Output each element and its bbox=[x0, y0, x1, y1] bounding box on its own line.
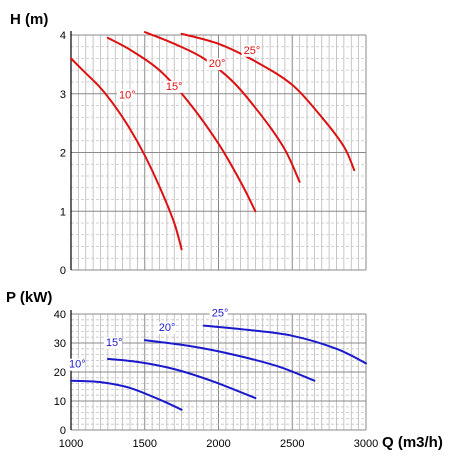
labels: 0 1 2 3 4 H (m) 10° 15° 20° 25° 0 10 20 30 40P (kW) 100… bbox=[6, 11, 443, 451]
power-curve-25deg bbox=[202, 324, 367, 365]
power-y-tick-label: 20 bbox=[54, 367, 66, 379]
head-y-tick-label: 0 bbox=[60, 265, 66, 277]
x-axis-title: Q (m3/h) bbox=[382, 434, 443, 451]
head-curve-20deg bbox=[143, 31, 301, 183]
power-curve-20deg bbox=[143, 339, 316, 382]
head-y-tick-label: 3 bbox=[60, 89, 66, 101]
head-curve-25deg bbox=[180, 32, 356, 172]
power-curve-label: 20° bbox=[159, 322, 176, 334]
head-curve-label: 15° bbox=[166, 81, 183, 93]
x-tick-label: 1500 bbox=[133, 438, 157, 450]
power-curve-15deg bbox=[106, 357, 257, 400]
x-tick-label: 3000 bbox=[354, 438, 378, 450]
curves bbox=[70, 31, 367, 411]
head-curve-label: 25° bbox=[244, 45, 261, 57]
head-curve-10deg bbox=[70, 57, 183, 251]
head-curve-15deg bbox=[106, 36, 257, 213]
head-curve-label-bg bbox=[163, 80, 182, 93]
power-y-tick-label: 40 bbox=[54, 309, 66, 321]
x-tick-label: 2000 bbox=[206, 438, 230, 450]
head-y-tick-label: 4 bbox=[60, 30, 66, 42]
power-curve-label-bg bbox=[209, 307, 228, 320]
power-curve-label: 15° bbox=[106, 337, 123, 349]
power-y-tick-label: 10 bbox=[54, 396, 66, 408]
power-curve-label: 10° bbox=[69, 359, 86, 371]
grid bbox=[70, 31, 367, 431]
power-y-tick-label: 0 bbox=[60, 425, 66, 437]
power-y-tick-label: 30 bbox=[54, 338, 66, 350]
x-tick-label: 1000 bbox=[59, 438, 83, 450]
head-curve-label-bg bbox=[206, 58, 225, 71]
head-curve-label: 10° bbox=[119, 90, 136, 102]
power-curve-label: 25° bbox=[212, 308, 229, 320]
head-curve-label-bg bbox=[241, 44, 260, 57]
head-y-axis-title: H (m) bbox=[10, 11, 48, 28]
head-y-tick-label: 1 bbox=[60, 206, 66, 218]
head-y-tick-label: 2 bbox=[60, 148, 66, 160]
head-curve-label-bg bbox=[117, 89, 135, 102]
power-y-axis-title: P (kW) bbox=[6, 289, 52, 306]
head-curve-label: 20° bbox=[209, 58, 226, 70]
power-curve-label-bg bbox=[67, 358, 85, 371]
x-tick-label: 2500 bbox=[280, 438, 304, 450]
power-curve-10deg bbox=[70, 379, 183, 411]
power-curve-label-bg bbox=[103, 336, 122, 349]
power-curve-label-bg bbox=[156, 322, 175, 335]
